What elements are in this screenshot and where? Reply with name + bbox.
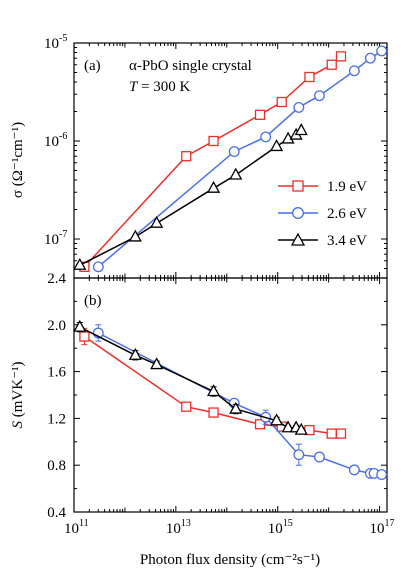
panel-a-annotation-temperature: T = 300 K (129, 79, 191, 95)
data-point-circle (376, 45, 388, 57)
data-point-triangle (229, 401, 243, 414)
y-tick-label-b: 2.4 (47, 271, 66, 287)
data-point-circle (92, 261, 104, 273)
data-point-triangle (294, 422, 308, 435)
data-point-square (276, 96, 287, 108)
data-point-triangle (294, 123, 308, 136)
series-2-6-eV-panel-a (92, 45, 388, 273)
x-axis-label: Photon flux density (cm⁻²s⁻¹) (140, 552, 320, 568)
data-point-triangle (150, 215, 164, 228)
x-tick-label: 1017 (370, 518, 395, 537)
data-point-triangle (206, 180, 221, 193)
x-tick-label: 1013 (166, 518, 191, 537)
panel-a-annotation-material: α-PbO single crystal (129, 58, 252, 74)
data-point-triangle (128, 229, 142, 242)
data-point-square (181, 151, 192, 162)
series-line (83, 55, 342, 268)
data-point-triangle (73, 319, 87, 332)
panel-b-label: (b) (84, 293, 102, 309)
data-point-square (208, 135, 219, 147)
legend-label-1-9ev: 1.9 eV (327, 179, 367, 195)
y-tick-label-a: 10-5 (44, 33, 67, 52)
legend-entry-2-6ev: 2.6 eV (278, 206, 367, 222)
data-point-square (304, 71, 315, 83)
y-tick-label-b: 1.6 (47, 365, 66, 381)
data-point-triangle (269, 139, 284, 152)
data-point-triangle (73, 257, 87, 270)
legend-label-2-6ev: 2.6 eV (327, 206, 367, 222)
legend: 1.9 eV 2.6 eV 3.4 eV (278, 179, 367, 249)
legend-label-3-4ev: 3.4 eV (327, 233, 367, 249)
series-line (97, 332, 382, 476)
data-point-circle (293, 101, 305, 113)
series-line (83, 335, 341, 435)
panel-b-frame (73, 277, 388, 513)
data-point-square (326, 59, 337, 70)
y-tick-label-a: 10-7 (44, 229, 67, 248)
data-point-square (181, 401, 192, 412)
y-tick-label-b: 2.0 (47, 318, 66, 334)
data-point-triangle (229, 167, 243, 180)
legend-entry-3-4ev: 3.4 eV (278, 232, 367, 249)
x-tick-label: 1011 (64, 518, 89, 537)
y-tick-label-b: 0.4 (47, 505, 66, 521)
series-3-4-eV-panel-b (73, 319, 308, 435)
data-point-triangle (206, 384, 221, 397)
data-point-square (254, 109, 266, 120)
data-point-square (79, 331, 90, 342)
series-3-4-eV-panel-a (73, 123, 308, 270)
data-point-square (335, 51, 347, 62)
series-2-6-eV-panel-b (92, 324, 388, 481)
data-point-circle (313, 90, 325, 102)
series-line (79, 129, 302, 266)
data-point-triangle (281, 420, 295, 433)
data-point-circle (228, 146, 240, 158)
series-layer (73, 45, 388, 481)
series-1-9-eV-panel-a (79, 51, 347, 272)
panel-a-label: (a) (84, 58, 101, 74)
data-point-square (208, 407, 219, 418)
data-point-circle (348, 65, 360, 77)
data-point-square (326, 428, 337, 439)
x-tick-label: 1015 (268, 518, 293, 537)
data-point-triangle (150, 357, 164, 370)
data-point-circle (348, 464, 360, 476)
data-point-circle (293, 449, 305, 461)
data-point-circle (364, 52, 376, 64)
ticks-layer: 10-7 10-6 10-5 0.4 0.8 1.2 1.6 2.0 2.4 1011 1013 10… (44, 33, 395, 537)
data-point-triangle (128, 347, 142, 360)
panel-b-ylabel: S (mVK⁻¹) (10, 362, 26, 429)
data-point-triangle (269, 413, 284, 426)
data-point-circle (376, 469, 388, 481)
data-point-circle (260, 131, 272, 143)
y-tick-label-b: 1.2 (47, 411, 66, 427)
legend-entry-1-9ev: 1.9 eV (278, 179, 367, 195)
y-tick-label-b: 0.8 (47, 458, 66, 474)
y-tick-label-a: 10-6 (44, 131, 67, 150)
panel-a-ylabel: σ (Ω⁻¹cm⁻¹) (10, 122, 26, 198)
data-point-square (335, 428, 347, 439)
data-point-circle (313, 451, 325, 463)
series-1-9-eV-panel-b (79, 327, 347, 439)
